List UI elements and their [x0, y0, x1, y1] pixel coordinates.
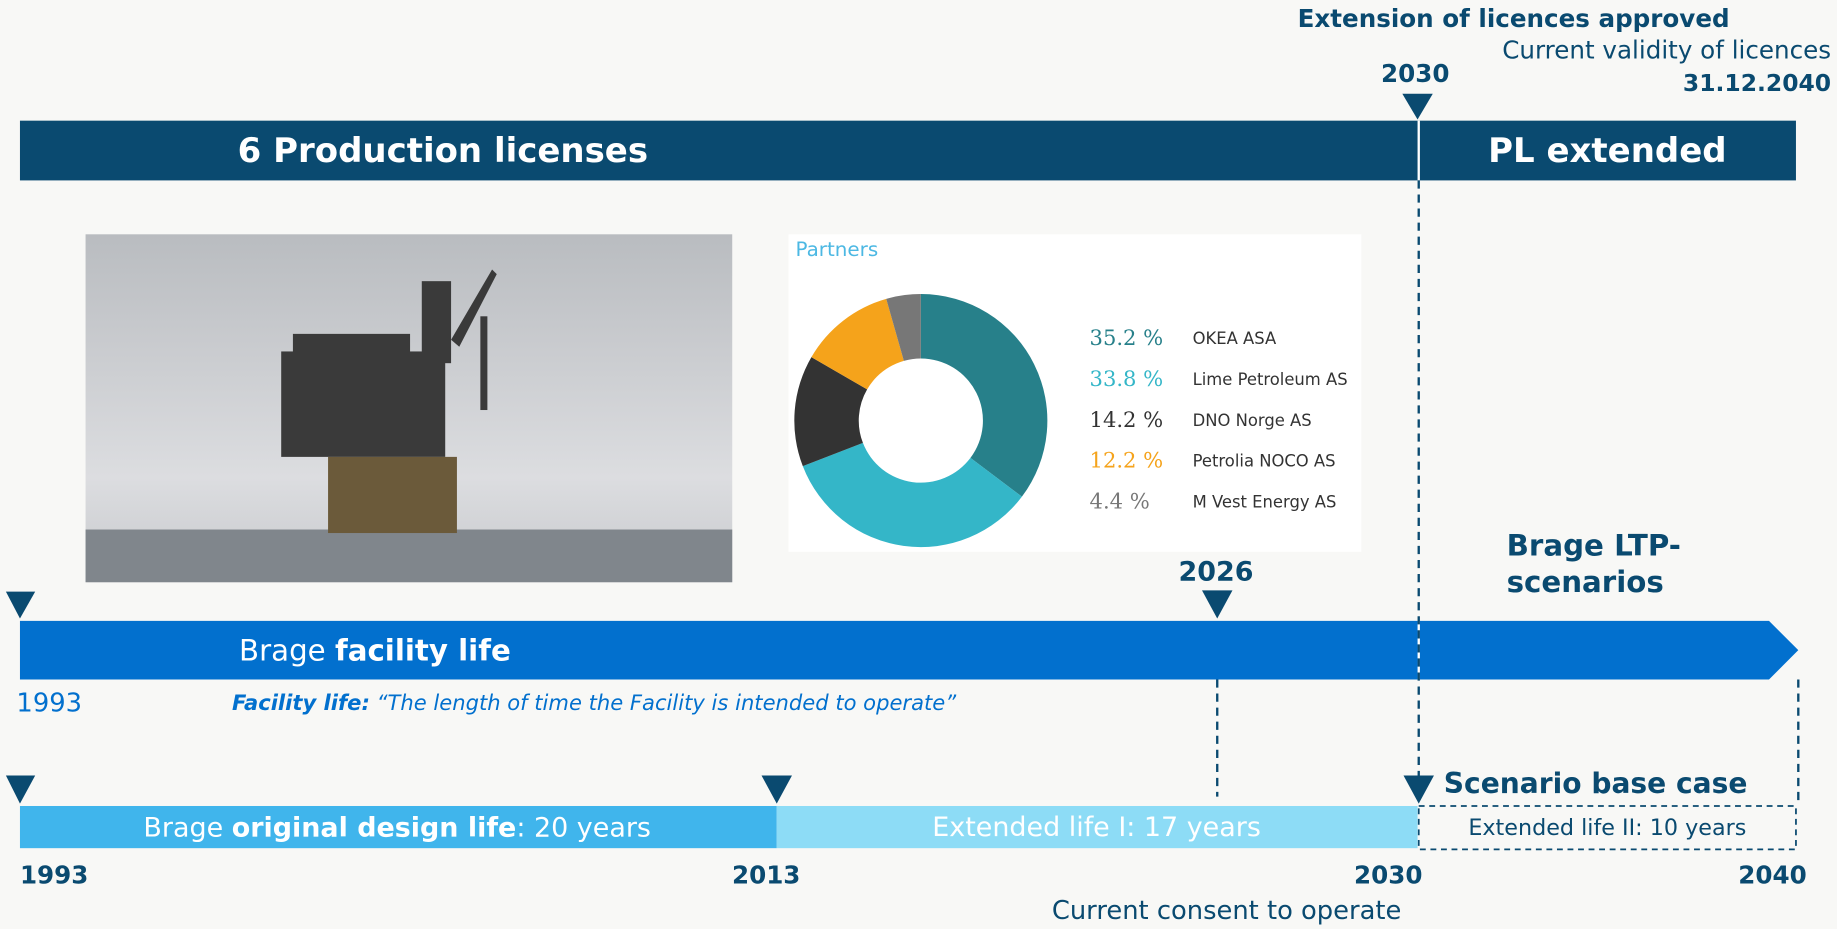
- platform: [281, 269, 497, 534]
- donut-slice: [794, 357, 868, 467]
- donut: 35.2 % OKEA ASA 33.8 % Lime Petroleum AS 14.…: [794, 294, 1348, 548]
- start-year: 1993: [16, 689, 82, 719]
- license-bar: [19, 120, 1796, 181]
- value-label: 14.2 %: [1090, 407, 1164, 432]
- legend-label: DNO Norge AS: [1193, 411, 1312, 430]
- facility-label: Brage facility life: [239, 633, 511, 667]
- donut-slice: [886, 294, 921, 361]
- text: Facility life:: [232, 690, 370, 715]
- approved: Extension of licences approved: [1298, 4, 1730, 33]
- legend-label: M Vest Energy AS: [1193, 492, 1337, 511]
- dashed-lines: [1216, 180, 1800, 851]
- donut-slice: [802, 442, 1022, 548]
- value-label: 4.4 %: [1090, 488, 1150, 513]
- marker-year: 2026: [1179, 556, 1254, 587]
- license-left: 6 Production licenses: [238, 131, 648, 171]
- legend-label: Petrolia NOCO AS: [1193, 452, 1336, 471]
- year: 2013: [732, 860, 800, 889]
- validity-date: 31.12.2040: [1683, 69, 1831, 97]
- text: : 20 years: [516, 812, 651, 843]
- year: 1993: [20, 860, 88, 889]
- facility-arrow: [19, 620, 1799, 680]
- legend-label: OKEA ASA: [1193, 329, 1277, 348]
- base-case: Scenario base case: [1444, 767, 1748, 800]
- donut-slice: [920, 294, 1048, 497]
- validity: Current validity of licences: [1502, 36, 1831, 65]
- consent: Current consent to operate: [1052, 896, 1401, 926]
- original-label: Brage original design life: 20 years: [143, 812, 651, 843]
- text: “The length of time the Facility is inte…: [370, 690, 957, 715]
- marker: [761, 775, 792, 804]
- marker: [1402, 93, 1433, 120]
- marker: [5, 591, 36, 619]
- facility-note: Facility life: “The length of time the F…: [232, 690, 957, 715]
- value-label: 12.2 %: [1090, 448, 1164, 473]
- value-label: 35.2 %: [1090, 325, 1164, 350]
- chart-title: Partners: [795, 238, 878, 261]
- value-label: 33.8 %: [1090, 366, 1164, 391]
- original-bar: [19, 805, 777, 849]
- sea: [85, 529, 733, 583]
- scenarios-line: Brage LTP-: [1507, 529, 1681, 563]
- legend-label: Lime Petroleum AS: [1193, 370, 1348, 389]
- year: 2040: [1738, 860, 1806, 889]
- text: Brage: [143, 812, 231, 843]
- extended-2-label: Extended life II: 10 years: [1468, 815, 1746, 841]
- donut-slice: [811, 298, 904, 390]
- year: 2030: [1354, 860, 1422, 889]
- marker: [5, 775, 36, 804]
- marker: [1403, 775, 1434, 804]
- text: facility life: [335, 633, 511, 667]
- marker: [1202, 590, 1233, 619]
- license-right: PL extended: [1488, 131, 1726, 171]
- extended-bar: [776, 805, 1418, 849]
- scenarios-line: scenarios: [1507, 565, 1664, 599]
- extended-label: Extended life I: 17 years: [932, 812, 1261, 843]
- text: Brage: [239, 633, 335, 667]
- text: original design life: [232, 812, 517, 843]
- year: 2030: [1381, 59, 1449, 88]
